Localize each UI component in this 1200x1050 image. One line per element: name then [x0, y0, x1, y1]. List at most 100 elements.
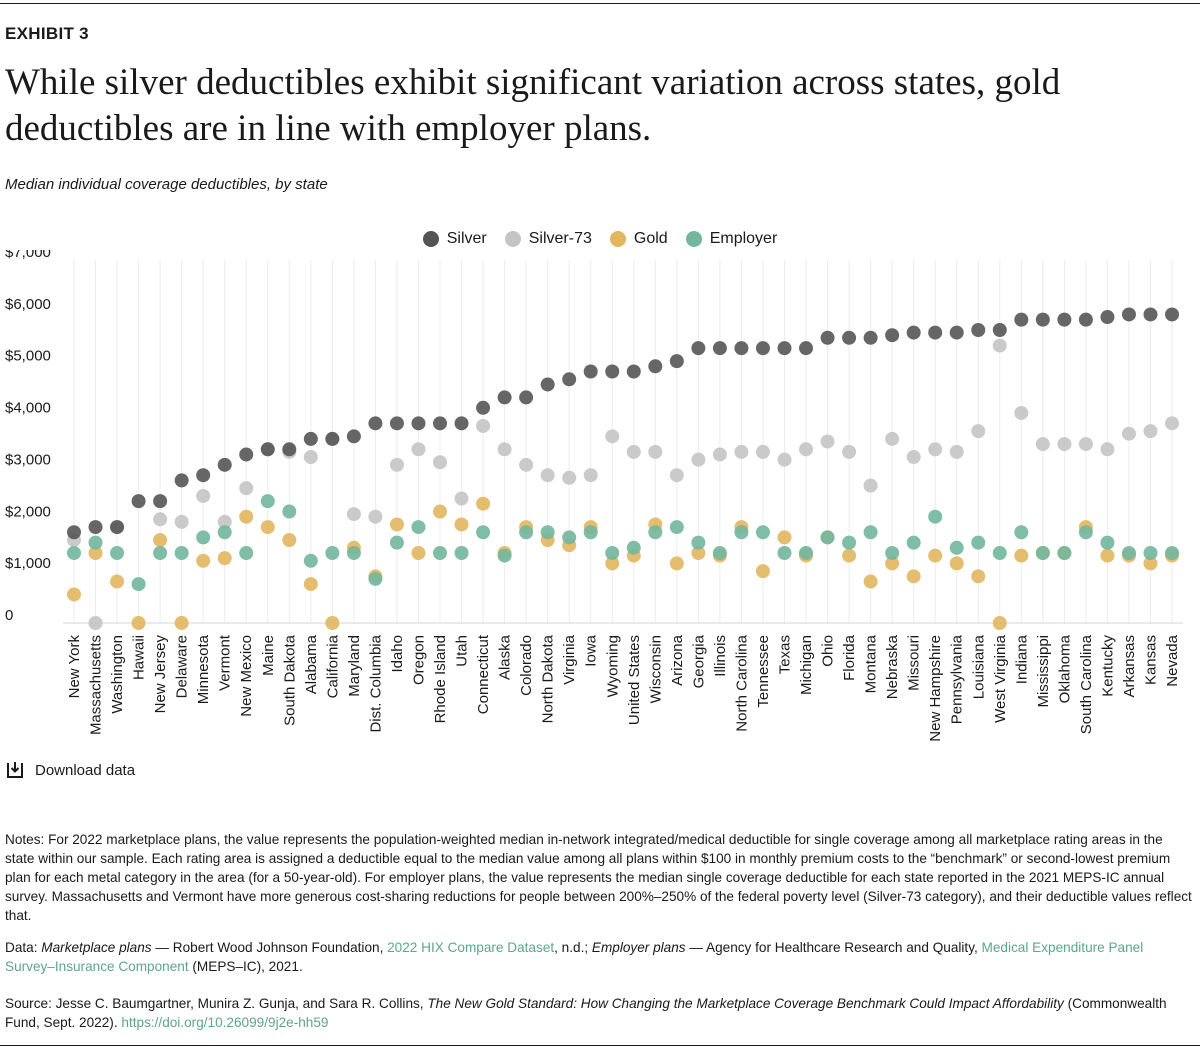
- x-tick-label: Georgia: [690, 634, 707, 688]
- point-employer: [755, 525, 770, 540]
- point-employer: [669, 520, 684, 535]
- point-gold: [303, 577, 318, 592]
- point-employer: [389, 535, 404, 550]
- download-label: Download data: [35, 761, 136, 779]
- point-silver: [1121, 307, 1136, 322]
- marketplace-source-text: — Robert Wood Johnson Foundation,: [151, 940, 388, 955]
- point-employer: [110, 545, 125, 560]
- point-gold: [691, 545, 706, 560]
- x-tick-label: North Dakota: [540, 634, 557, 723]
- point-silver-73: [239, 481, 254, 496]
- point-employer: [1014, 525, 1029, 540]
- chart-title: While silver deductibles exhibit signifi…: [5, 62, 1061, 149]
- point-silver: [239, 447, 254, 462]
- point-silver: [303, 431, 318, 446]
- point-employer: [540, 525, 555, 540]
- point-silver: [648, 359, 663, 374]
- point-gold: [992, 616, 1007, 630]
- legend-swatch-employer: [685, 231, 702, 247]
- x-tick-label: South Carolina: [1078, 634, 1095, 734]
- point-employer: [174, 545, 189, 560]
- x-tick-label: Oklahoma: [1056, 634, 1073, 703]
- x-tick-label: California: [324, 634, 341, 698]
- point-silver: [476, 400, 491, 415]
- point-gold: [928, 548, 943, 563]
- chart-notes: Notes: For 2022 marketplace plans, the v…: [5, 830, 1195, 925]
- x-tick-label: Florida: [841, 634, 858, 681]
- point-employer: [1078, 525, 1093, 540]
- legend: Silver Silver-73 Gold Employer: [0, 230, 1200, 248]
- point-silver-73: [583, 468, 598, 483]
- legend-swatch-silver-73: [504, 231, 521, 247]
- point-employer: [648, 525, 663, 540]
- legend-label: Gold: [633, 230, 668, 247]
- legend-swatch-gold: [609, 231, 626, 247]
- point-silver: [174, 473, 189, 488]
- doi-link[interactable]: https://doi.org/10.26099/9j2e-hh59: [121, 1015, 329, 1030]
- point-silver-73: [368, 509, 383, 524]
- point-employer: [476, 525, 491, 540]
- point-gold: [476, 496, 491, 511]
- point-silver: [992, 323, 1007, 338]
- point-employer: [691, 535, 706, 550]
- y-tick-label: $2,000: [5, 503, 51, 520]
- x-tick-label: Washington: [109, 635, 126, 714]
- point-gold: [239, 509, 254, 524]
- point-employer: [992, 545, 1007, 560]
- point-silver: [325, 431, 340, 446]
- chart-subtitle: Median individual coverage deductibles, …: [5, 176, 328, 193]
- x-tick-label: Delaware: [174, 635, 191, 698]
- point-silver-73: [949, 444, 964, 459]
- download-data-button[interactable]: Download data: [5, 760, 135, 780]
- x-tick-label: Louisiana: [970, 634, 987, 699]
- point-silver: [454, 416, 469, 431]
- x-tick-label: New Jersey: [152, 635, 169, 714]
- point-silver: [712, 341, 727, 356]
- point-employer: [949, 540, 964, 555]
- point-silver-73: [820, 434, 835, 449]
- meps-ic-link[interactable]: Medical Expenditure Panel Survey–Insuran…: [5, 940, 1144, 974]
- x-tick-label: Massachusetts: [88, 635, 105, 735]
- y-tick-label: $1,000: [5, 555, 51, 572]
- x-tick-label: Arkansas: [1121, 635, 1138, 698]
- x-tick-label: Minnesota: [195, 634, 212, 704]
- legend-swatch-silver: [422, 231, 439, 247]
- point-silver: [669, 354, 684, 369]
- x-tick-label: Missouri: [906, 635, 923, 691]
- x-tick-label: North Carolina: [733, 634, 750, 731]
- point-employer: [820, 530, 835, 545]
- point-silver-73: [174, 514, 189, 529]
- point-silver: [863, 330, 878, 345]
- x-tick-label: New Mexico: [238, 635, 255, 717]
- point-employer: [497, 548, 512, 563]
- point-gold: [1014, 548, 1029, 563]
- point-employer: [346, 545, 361, 560]
- point-silver: [928, 325, 943, 340]
- point-employer: [583, 525, 598, 540]
- x-tick-label: South Dakota: [281, 634, 298, 726]
- point-silver: [131, 494, 146, 509]
- x-tick-label: Alaska: [497, 634, 514, 680]
- point-silver-73: [562, 470, 577, 485]
- x-tick-label: West Virginia: [992, 634, 1009, 722]
- point-gold: [949, 556, 964, 571]
- x-tick-label: Maryland: [346, 635, 363, 697]
- point-employer: [1035, 545, 1050, 560]
- point-silver: [1035, 312, 1050, 327]
- y-tick-label: $4,000: [5, 400, 51, 417]
- point-silver: [820, 330, 835, 345]
- legend-item-silver: Silver: [422, 230, 487, 248]
- hix-dataset-link[interactable]: 2022 HIX Compare Dataset: [387, 940, 555, 955]
- point-silver: [282, 442, 297, 457]
- point-employer: [971, 535, 986, 550]
- x-tick-label: Wisconsin: [647, 635, 664, 703]
- point-silver: [562, 372, 577, 387]
- x-tick-label: Indiana: [1013, 634, 1030, 684]
- x-tick-label: Tennessee: [755, 635, 772, 708]
- point-silver: [1078, 312, 1093, 327]
- point-silver-73: [992, 338, 1007, 353]
- notes-prefix: Notes:: [5, 832, 49, 847]
- point-employer: [885, 545, 900, 560]
- y-tick-label: $7,000: [5, 250, 51, 261]
- point-gold: [605, 556, 620, 571]
